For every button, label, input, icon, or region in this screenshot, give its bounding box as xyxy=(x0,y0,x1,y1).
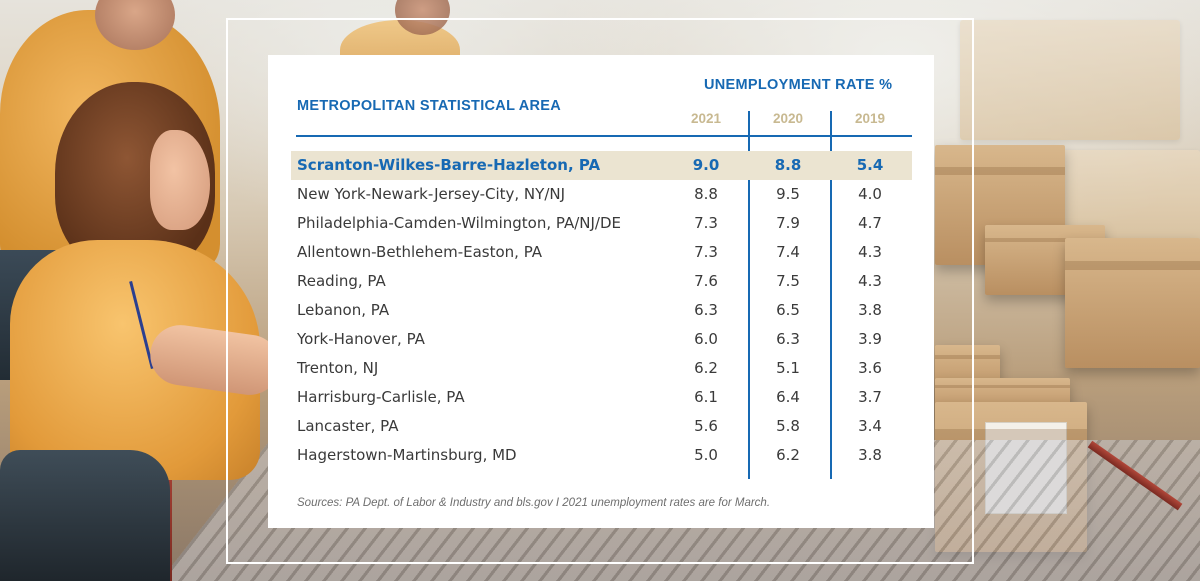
area-name: Philadelphia-Camden-Wilmington, PA/NJ/DE xyxy=(297,214,622,232)
column-divider xyxy=(830,111,832,479)
rate-2021: 8.8 xyxy=(694,185,718,203)
rate-2020: 5.8 xyxy=(776,417,800,435)
area-name: New York-Newark-Jersey-City, NY/NJ xyxy=(297,185,566,203)
rate-2021: 7.3 xyxy=(694,243,718,261)
rate-2019: 4.0 xyxy=(858,185,882,203)
rate-2019: 3.8 xyxy=(858,446,882,464)
unemployment-table-panel: METROPOLITAN STATISTICAL AREA UNEMPLOYME… xyxy=(268,55,934,528)
white-frame-border xyxy=(226,18,974,564)
area-name: Hagerstown-Martinsburg, MD xyxy=(297,446,517,464)
table-row: New York-Newark-Jersey-City, NY/NJ 8.8 9… xyxy=(268,180,934,209)
rate-2021: 6.3 xyxy=(694,301,718,319)
rate-2020: 7.5 xyxy=(776,272,800,290)
highlight-bar xyxy=(291,151,912,180)
rate-2021: 9.0 xyxy=(692,156,720,174)
table-row: Reading, PA 7.6 7.5 4.3 xyxy=(268,267,934,296)
year-header-2019: 2019 xyxy=(854,111,886,126)
area-name: Reading, PA xyxy=(297,272,386,290)
area-name: Allentown-Bethlehem-Easton, PA xyxy=(297,243,543,261)
rate-2021: 6.2 xyxy=(694,359,718,377)
area-name: Trenton, NJ xyxy=(297,359,379,377)
rate-2020: 7.9 xyxy=(776,214,800,232)
rate-2021: 7.3 xyxy=(694,214,718,232)
rate-2021: 5.6 xyxy=(694,417,718,435)
rate-2019: 3.7 xyxy=(858,388,882,406)
rate-2019: 3.6 xyxy=(858,359,882,377)
table-row: Lebanon, PA 6.3 6.5 3.8 xyxy=(268,296,934,325)
rate-2020: 7.4 xyxy=(776,243,800,261)
rate-2021: 7.6 xyxy=(694,272,718,290)
rate-2020: 6.3 xyxy=(776,330,800,348)
rate-2019: 4.3 xyxy=(858,272,882,290)
rate-group-header: UNEMPLOYMENT RATE % xyxy=(704,77,893,93)
rate-2019: 3.8 xyxy=(858,301,882,319)
table-body: Scranton-Wilkes-Barre-Hazleton, PA 9.0 8… xyxy=(268,151,934,470)
area-name: Lancaster, PA xyxy=(297,417,399,435)
rate-2020: 6.4 xyxy=(776,388,800,406)
rate-2021: 5.0 xyxy=(694,446,718,464)
rate-2020: 5.1 xyxy=(776,359,800,377)
area-name: Lebanon, PA xyxy=(297,301,390,319)
table-row: Lancaster, PA 5.6 5.8 3.4 xyxy=(268,412,934,441)
source-note: Sources: PA Dept. of Labor & Industry an… xyxy=(297,497,771,509)
area-name: York-Hanover, PA xyxy=(297,330,425,348)
table-row: Trenton, NJ 6.2 5.1 3.6 xyxy=(268,354,934,383)
column-divider xyxy=(748,111,750,479)
rate-2019: 4.3 xyxy=(858,243,882,261)
year-header-2021: 2021 xyxy=(690,111,722,126)
area-name: Harrisburg-Carlisle, PA xyxy=(297,388,465,406)
rate-2019: 4.7 xyxy=(858,214,882,232)
table-row: Allentown-Bethlehem-Easton, PA 7.3 7.4 4… xyxy=(268,238,934,267)
rate-2021: 6.0 xyxy=(694,330,718,348)
rate-2019: 5.4 xyxy=(856,156,884,174)
rate-2019: 3.9 xyxy=(858,330,882,348)
rate-2021: 6.1 xyxy=(694,388,718,406)
table-row: Philadelphia-Camden-Wilmington, PA/NJ/DE… xyxy=(268,209,934,238)
table-row: York-Hanover, PA 6.0 6.3 3.9 xyxy=(268,325,934,354)
rate-2019: 3.4 xyxy=(858,417,882,435)
table-row: Hagerstown-Martinsburg, MD 5.0 6.2 3.8 xyxy=(268,441,934,470)
rate-2020: 9.5 xyxy=(776,185,800,203)
rate-2020: 8.8 xyxy=(774,156,802,174)
header-divider xyxy=(296,135,912,137)
table-row-highlighted: Scranton-Wilkes-Barre-Hazleton, PA 9.0 8… xyxy=(268,151,934,180)
area-column-header: METROPOLITAN STATISTICAL AREA xyxy=(297,98,562,114)
table-row: Harrisburg-Carlisle, PA 6.1 6.4 3.7 xyxy=(268,383,934,412)
rate-2020: 6.2 xyxy=(776,446,800,464)
area-name: Scranton-Wilkes-Barre-Hazleton, PA xyxy=(297,156,601,174)
year-header-2020: 2020 xyxy=(772,111,804,126)
rate-2020: 6.5 xyxy=(776,301,800,319)
